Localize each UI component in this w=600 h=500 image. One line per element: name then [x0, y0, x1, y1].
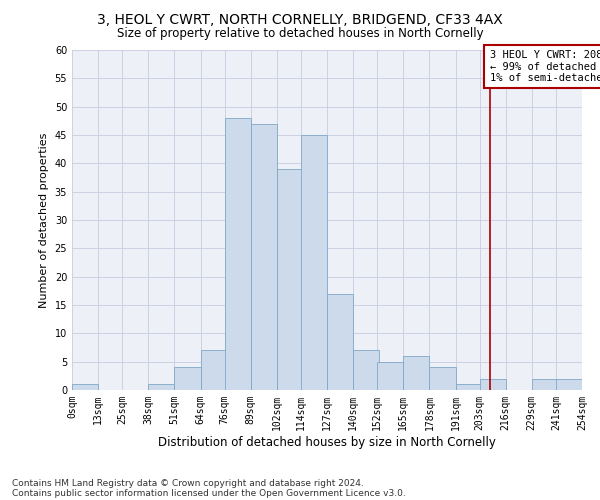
Text: Size of property relative to detached houses in North Cornelly: Size of property relative to detached ho… [116, 28, 484, 40]
Bar [148, 384, 175, 390]
Bar [200, 350, 227, 390]
Bar [277, 169, 303, 390]
Bar [301, 135, 327, 390]
Bar [377, 362, 403, 390]
Bar [72, 384, 98, 390]
Bar [455, 384, 482, 390]
Bar [532, 378, 558, 390]
Bar [224, 118, 251, 390]
Y-axis label: Number of detached properties: Number of detached properties [39, 132, 49, 308]
Bar [479, 378, 506, 390]
Bar [251, 124, 277, 390]
Text: Contains public sector information licensed under the Open Government Licence v3: Contains public sector information licen… [12, 488, 406, 498]
Bar [327, 294, 353, 390]
Text: 3, HEOL Y CWRT, NORTH CORNELLY, BRIDGEND, CF33 4AX: 3, HEOL Y CWRT, NORTH CORNELLY, BRIDGEND… [97, 12, 503, 26]
Bar [353, 350, 379, 390]
Bar [403, 356, 430, 390]
Bar [430, 368, 455, 390]
Bar [556, 378, 582, 390]
X-axis label: Distribution of detached houses by size in North Cornelly: Distribution of detached houses by size … [158, 436, 496, 448]
Text: Contains HM Land Registry data © Crown copyright and database right 2024.: Contains HM Land Registry data © Crown c… [12, 478, 364, 488]
Text: 3 HEOL Y CWRT: 208sqm
← 99% of detached houses are smaller (233)
1% of semi-deta: 3 HEOL Y CWRT: 208sqm ← 99% of detached … [490, 50, 600, 83]
Bar [175, 368, 200, 390]
